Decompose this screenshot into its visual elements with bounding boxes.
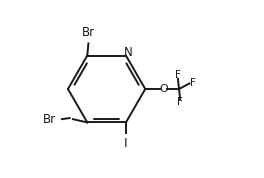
Text: F: F	[190, 78, 196, 88]
Text: O: O	[160, 84, 168, 94]
Text: I: I	[124, 137, 128, 150]
Text: F: F	[177, 97, 183, 107]
Text: Br: Br	[82, 26, 95, 39]
Text: F: F	[175, 70, 181, 80]
Text: N: N	[124, 46, 133, 59]
Text: Br: Br	[43, 113, 56, 126]
